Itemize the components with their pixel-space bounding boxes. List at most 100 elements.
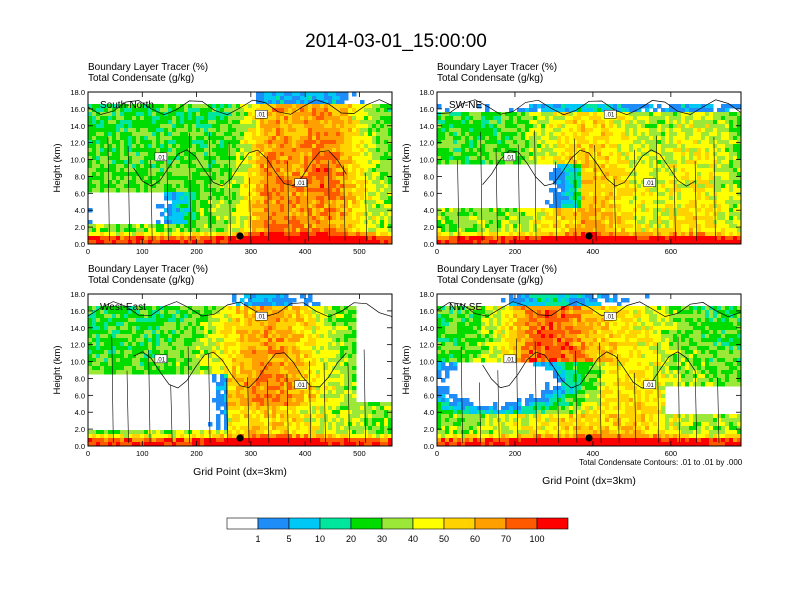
heatmap-cell <box>300 192 305 197</box>
heatmap-cell <box>328 200 333 205</box>
heatmap-cell <box>669 116 674 121</box>
contour-label-box <box>603 109 617 119</box>
heatmap-cell <box>348 204 353 209</box>
heatmap-cell <box>160 168 165 173</box>
heatmap-cell <box>473 124 478 129</box>
heatmap-cell <box>705 120 710 125</box>
heatmap-cell <box>601 136 606 141</box>
heatmap-cell <box>196 212 201 217</box>
heatmap-cell <box>292 140 297 145</box>
heatmap-cell <box>493 224 498 229</box>
heatmap-cell <box>573 168 578 173</box>
heatmap-cell <box>501 120 506 125</box>
heatmap-cell <box>549 132 554 137</box>
heatmap-cell <box>220 204 225 209</box>
heatmap-cell <box>204 164 209 169</box>
heatmap-cell <box>445 236 450 241</box>
heatmap-cell <box>340 192 345 197</box>
heatmap-cell <box>96 120 101 125</box>
heatmap-cell <box>336 192 341 197</box>
heatmap-cell <box>693 212 698 217</box>
heatmap-cell <box>272 104 277 109</box>
heatmap-cell <box>673 192 678 197</box>
heatmap-cell <box>216 136 221 141</box>
heatmap-cell <box>653 216 658 221</box>
heatmap-cell <box>613 144 618 149</box>
heatmap-cell <box>296 152 301 157</box>
heatmap-cell <box>328 104 333 109</box>
heatmap-cell <box>561 164 566 169</box>
heatmap-cell <box>649 188 654 193</box>
heatmap-cell <box>156 144 161 149</box>
heatmap-cell <box>709 208 714 213</box>
heatmap-cell <box>176 176 181 181</box>
heatmap-cell <box>220 200 225 205</box>
heatmap-cell <box>649 200 654 205</box>
heatmap-cell <box>332 172 337 177</box>
heatmap-cell <box>477 140 482 145</box>
heatmap-cell <box>236 148 241 153</box>
heatmap-cell <box>360 212 365 217</box>
heatmap-cell <box>304 140 309 145</box>
heatmap-cell <box>609 184 614 189</box>
heatmap-cell <box>120 236 125 241</box>
heatmap-cell <box>617 120 622 125</box>
heatmap-cell <box>725 184 730 189</box>
heatmap-cell <box>541 104 546 109</box>
heatmap-cell <box>641 228 646 233</box>
heatmap-cell <box>156 228 161 233</box>
heatmap-cell <box>220 108 225 113</box>
heatmap-cell <box>376 140 381 145</box>
heatmap-cell <box>577 172 582 177</box>
heatmap-cell <box>465 240 470 245</box>
heatmap-cell <box>621 204 626 209</box>
heatmap-cell <box>356 140 361 145</box>
heatmap-cell <box>525 132 530 137</box>
heatmap-cell <box>216 212 221 217</box>
heatmap-cell <box>184 236 189 241</box>
heatmap-cell <box>577 196 582 201</box>
heatmap-cell <box>168 112 173 117</box>
heatmap-cell <box>200 124 205 129</box>
heatmap-cell <box>300 112 305 117</box>
panel-2-line2: Total Condensate (g/kg) <box>437 73 544 84</box>
heatmap-cell <box>140 156 145 161</box>
heatmap-cell <box>661 124 666 129</box>
heatmap-cell <box>649 140 654 145</box>
heatmap-cell <box>204 208 209 213</box>
heatmap-cell <box>304 132 309 137</box>
heatmap-cell <box>657 188 662 193</box>
heatmap-cell <box>360 208 365 213</box>
heatmap-cell <box>617 128 622 133</box>
heatmap-cell <box>705 216 710 221</box>
heatmap-cell <box>729 148 734 153</box>
heatmap-cell <box>184 184 189 189</box>
heatmap-cell <box>733 132 738 137</box>
heatmap-cell <box>228 108 233 113</box>
heatmap-cell <box>364 112 369 117</box>
heatmap-cell <box>441 236 446 241</box>
heatmap-cell <box>120 104 125 109</box>
heatmap-cell <box>88 112 93 117</box>
heatmap-cell <box>737 180 742 185</box>
heatmap-cell <box>637 128 642 133</box>
heatmap-cell <box>593 232 598 237</box>
heatmap-cell <box>168 220 173 225</box>
heatmap-cell <box>473 240 478 245</box>
heatmap-cell <box>493 212 498 217</box>
heatmap-cell <box>497 216 502 221</box>
heatmap-cell <box>276 212 281 217</box>
heatmap-cell <box>352 240 357 245</box>
heatmap-cell <box>573 144 578 149</box>
heatmap-cell <box>733 204 738 209</box>
heatmap-cell <box>252 168 257 173</box>
heatmap-cell <box>693 144 698 149</box>
heatmap-cell <box>336 176 341 181</box>
heatmap-cell <box>352 140 357 145</box>
heatmap-cell <box>132 132 137 137</box>
heatmap-cell <box>272 136 277 141</box>
heatmap-cell <box>356 200 361 205</box>
heatmap-cell <box>172 220 177 225</box>
heatmap-cell <box>569 124 574 129</box>
heatmap-cell <box>144 236 149 241</box>
